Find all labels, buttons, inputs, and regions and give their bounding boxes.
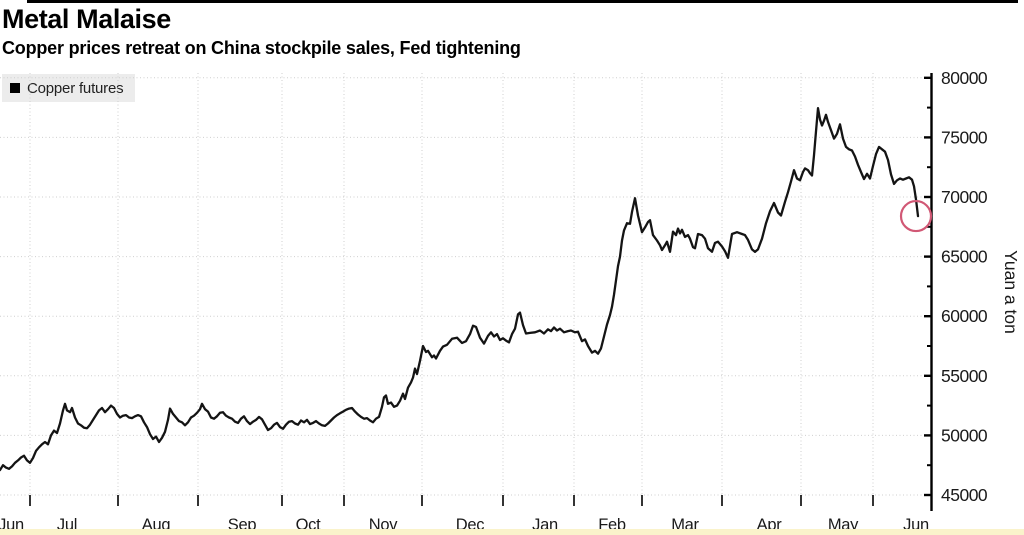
y-tick-label: 70000: [941, 187, 988, 207]
y-tick-label: 60000: [941, 306, 988, 326]
legend-label: Copper futures: [27, 79, 124, 97]
y-tick-label: 50000: [941, 425, 988, 445]
y-axis-title: Yuan a ton: [1001, 250, 1021, 334]
y-tick-label: 65000: [941, 247, 988, 267]
y-tick-label: 55000: [941, 366, 988, 386]
bottom-highlight-strip: [0, 529, 1024, 535]
legend-swatch-icon: [10, 83, 20, 93]
y-tick-label: 45000: [941, 485, 988, 505]
page-subtitle: Copper prices retreat on China stockpile…: [2, 38, 521, 58]
series-line: [0, 107, 920, 472]
top-rule: [27, 0, 1018, 3]
highlight-circle: [899, 199, 933, 233]
legend: Copper futures: [2, 74, 136, 102]
y-tick-label: 75000: [941, 127, 988, 147]
page-title: Metal Malaise: [2, 4, 171, 34]
y-tick-label: 80000: [941, 68, 988, 88]
